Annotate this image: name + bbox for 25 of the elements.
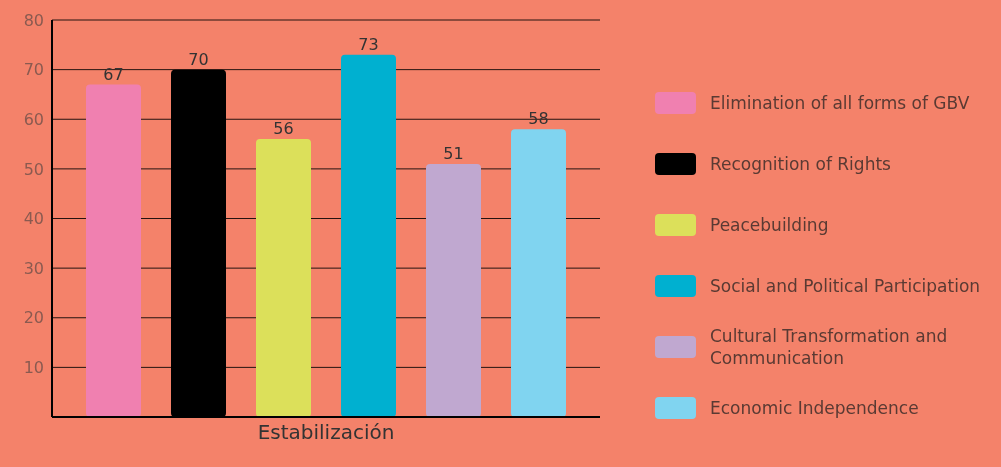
legend-label: Cultural Transformation and Communication xyxy=(710,324,949,369)
data-label: 51 xyxy=(443,143,464,163)
y-tick-label: 70 xyxy=(23,60,44,80)
bar xyxy=(341,54,396,417)
data-label: 56 xyxy=(273,119,294,139)
y-tick-label: 40 xyxy=(23,209,44,229)
bar xyxy=(256,139,311,417)
x-tick-label: Estabilización xyxy=(257,420,395,445)
data-label: 70 xyxy=(188,49,209,69)
bar xyxy=(86,84,141,417)
y-tick-label: 50 xyxy=(23,159,44,179)
data-label: 73 xyxy=(358,34,379,54)
bar xyxy=(426,163,481,417)
legend-label: Peacebuilding xyxy=(710,213,829,236)
legend-label: Social and Political Participation xyxy=(710,274,981,297)
y-tick-label: 80 xyxy=(23,10,44,30)
legend-label: Elimination of all forms of GBV xyxy=(710,91,970,114)
y-tick-label: 10 xyxy=(23,358,44,378)
y-tick-label: 20 xyxy=(23,308,44,328)
legend-label: Economic Independence xyxy=(710,396,919,419)
y-tick-label: 60 xyxy=(23,109,44,129)
bar xyxy=(511,129,566,417)
legend-label: Recognition of Rights xyxy=(710,152,891,175)
y-tick-label: 30 xyxy=(23,258,44,278)
data-label: 67 xyxy=(103,64,124,84)
